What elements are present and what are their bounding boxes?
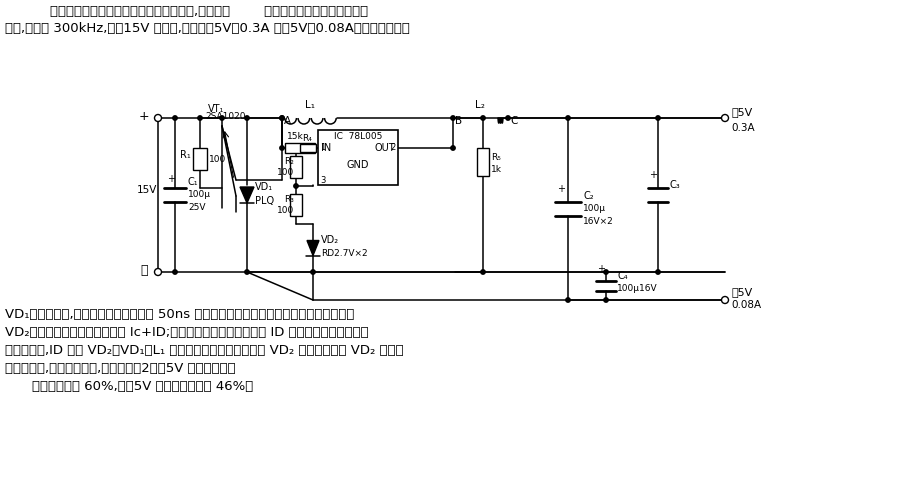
Circle shape xyxy=(294,184,298,188)
Text: 3: 3 xyxy=(320,176,326,185)
Text: C₄: C₄ xyxy=(617,271,628,281)
Text: C₂: C₂ xyxy=(583,191,594,201)
Text: 15k: 15k xyxy=(287,132,304,141)
Bar xyxy=(300,144,316,152)
Text: GND: GND xyxy=(347,160,370,170)
Circle shape xyxy=(173,116,178,120)
Circle shape xyxy=(280,116,284,120)
Text: 100: 100 xyxy=(277,168,294,177)
Text: R₄: R₄ xyxy=(302,134,312,143)
Text: 100μ16V: 100μ16V xyxy=(617,284,658,293)
Text: R₂: R₂ xyxy=(284,157,294,166)
Circle shape xyxy=(173,270,178,274)
Text: L₁: L₁ xyxy=(305,100,315,110)
Text: IC  78L005: IC 78L005 xyxy=(334,132,382,141)
Text: 100: 100 xyxy=(209,155,226,164)
Circle shape xyxy=(220,116,224,120)
Text: 该电路效率为 60%,当－5V 空载时效率仅为 46%。: 该电路效率为 60%,当－5V 空载时效率仅为 46%。 xyxy=(32,380,253,393)
Text: A: A xyxy=(284,116,292,126)
Text: 25V: 25V xyxy=(188,203,205,212)
Circle shape xyxy=(566,298,570,302)
Circle shape xyxy=(310,270,315,274)
Text: 100: 100 xyxy=(277,206,294,215)
Text: VD₂决定。正电压的输出电流为 Ic+ID;负电压的输出电流不能超过 ID 的平均值。当负电压输: VD₂决定。正电压的输出电流为 Ic+ID;负电压的输出电流不能超过 ID 的平… xyxy=(5,326,369,339)
Text: 出为空载时,ID 将经 VD₂、VD₁、L₁ 流向正输出端。因此应注意 VD₂ 的功耗。由于 VD₂ 将损耗: 出为空载时,ID 将经 VD₂、VD₁、L₁ 流向正输出端。因此应注意 VD₂ … xyxy=(5,344,404,357)
Text: －: － xyxy=(140,264,148,278)
Circle shape xyxy=(451,146,455,150)
Text: +: + xyxy=(649,170,657,180)
Circle shape xyxy=(198,116,202,120)
Text: VD₂: VD₂ xyxy=(321,235,339,245)
Circle shape xyxy=(154,114,161,121)
Text: +: + xyxy=(167,174,175,184)
Bar xyxy=(193,148,207,170)
Text: R₅: R₅ xyxy=(491,153,501,162)
Text: VT₁: VT₁ xyxy=(208,104,224,114)
Text: B: B xyxy=(455,116,462,126)
Text: 2SA1020: 2SA1020 xyxy=(205,112,246,121)
Circle shape xyxy=(280,146,284,150)
Circle shape xyxy=(604,298,608,302)
Circle shape xyxy=(506,116,510,120)
Circle shape xyxy=(721,297,728,303)
Text: VD₁的要求较高,应选用反向恢复时间约 50ns 的快恢复二极管。负电压的大小由稳压二极管: VD₁的要求较高,应选用反向恢复时间约 50ns 的快恢复二极管。负电压的大小由… xyxy=(5,308,354,321)
Text: VD₁: VD₁ xyxy=(255,182,273,192)
Circle shape xyxy=(656,116,660,120)
Bar xyxy=(318,130,398,185)
Bar xyxy=(290,194,302,216)
Text: C₁: C₁ xyxy=(188,177,198,187)
Circle shape xyxy=(656,270,660,274)
Text: 1k: 1k xyxy=(491,165,502,174)
Bar xyxy=(290,156,302,178)
Text: 状态,频率约 300kHz,在＋15V 输入时,可输出＋5V、0.3A 和－5V、0.08A。电路对二极管: 状态,频率约 300kHz,在＋15V 输入时,可输出＋5V、0.3A 和－5V… xyxy=(5,22,410,35)
Text: RD2.7V×2: RD2.7V×2 xyxy=(321,249,368,258)
Text: PLQ: PLQ xyxy=(255,196,274,206)
Text: R₁: R₁ xyxy=(180,150,191,160)
Text: 15V: 15V xyxy=(136,185,157,195)
Polygon shape xyxy=(307,241,319,255)
Text: 100μ: 100μ xyxy=(188,190,211,199)
Text: 1: 1 xyxy=(320,143,326,152)
Text: 16V×2: 16V×2 xyxy=(583,217,614,226)
Text: C₃: C₃ xyxy=(670,180,681,190)
Circle shape xyxy=(451,116,455,120)
Text: －5V: －5V xyxy=(731,287,753,297)
Text: 0.3A: 0.3A xyxy=(731,123,754,133)
Circle shape xyxy=(721,114,728,121)
Text: L₂: L₂ xyxy=(475,100,485,110)
Text: R₃: R₃ xyxy=(284,195,294,204)
Circle shape xyxy=(604,270,608,274)
Bar xyxy=(285,143,315,153)
Text: IN: IN xyxy=(321,143,331,153)
Text: 100μ: 100μ xyxy=(583,204,606,213)
Bar xyxy=(477,148,489,176)
Circle shape xyxy=(566,116,570,120)
Polygon shape xyxy=(240,187,254,203)
Text: 一部分功率,故效率不理想,只宜制作－2～－5V 的简易电源。: 一部分功率,故效率不理想,只宜制作－2～－5V 的简易电源。 xyxy=(5,362,236,375)
Circle shape xyxy=(245,116,249,120)
Text: +: + xyxy=(597,264,605,274)
Text: 用三端稳压器可构成简单的斩波稳压电源,电路如图        所示。该电路工作于高速开关: 用三端稳压器可构成简单的斩波稳压电源,电路如图 所示。该电路工作于高速开关 xyxy=(50,5,368,18)
Circle shape xyxy=(481,270,485,274)
Circle shape xyxy=(481,116,485,120)
Text: OUT: OUT xyxy=(374,143,395,153)
Circle shape xyxy=(245,270,249,274)
Text: +: + xyxy=(139,110,149,123)
Circle shape xyxy=(280,116,284,120)
Text: +: + xyxy=(557,184,565,194)
Text: 0.08A: 0.08A xyxy=(731,300,762,310)
Circle shape xyxy=(154,268,161,276)
Text: C: C xyxy=(510,116,518,126)
Text: ＋5V: ＋5V xyxy=(731,107,753,117)
Text: 2: 2 xyxy=(391,143,396,152)
